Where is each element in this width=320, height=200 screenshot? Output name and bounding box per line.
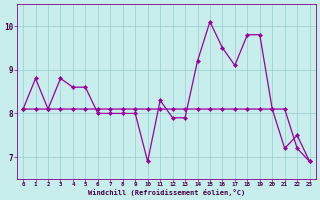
X-axis label: Windchill (Refroidissement éolien,°C): Windchill (Refroidissement éolien,°C) [88,189,245,196]
